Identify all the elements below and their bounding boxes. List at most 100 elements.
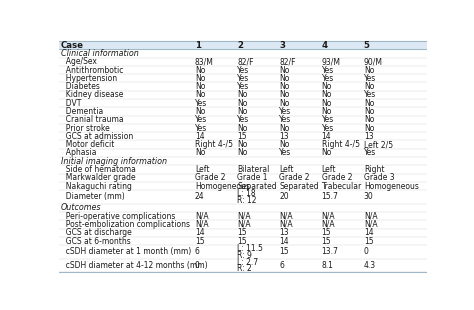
Bar	[59, 49, 427, 58]
Bar	[59, 182, 427, 190]
Text: No: No	[195, 107, 205, 116]
Text: No: No	[195, 65, 205, 74]
Text: Motor deficit: Motor deficit	[61, 140, 114, 149]
Text: Grade 2: Grade 2	[195, 173, 225, 182]
Text: Antithrombotic: Antithrombotic	[61, 65, 123, 74]
Text: R: 2: R: 2	[237, 264, 252, 273]
Text: Yes: Yes	[364, 91, 376, 100]
Text: No: No	[279, 91, 290, 100]
Text: No: No	[237, 107, 247, 116]
Text: 1: 1	[195, 41, 201, 50]
Text: No: No	[195, 82, 205, 91]
Bar	[59, 66, 427, 74]
Text: GCS at admission: GCS at admission	[61, 132, 133, 141]
Text: No: No	[279, 65, 290, 74]
Bar	[59, 204, 427, 212]
Text: No: No	[364, 99, 374, 108]
Text: Peri-operative complications: Peri-operative complications	[61, 212, 175, 221]
Text: Hypertension: Hypertension	[61, 74, 117, 83]
Bar	[59, 82, 427, 91]
Text: Yes: Yes	[237, 65, 249, 74]
Text: Yes: Yes	[237, 115, 249, 124]
Text: Homogeneous: Homogeneous	[364, 182, 419, 191]
Text: Yes: Yes	[321, 124, 334, 133]
Text: Yes: Yes	[321, 65, 334, 74]
Bar	[59, 212, 427, 220]
Text: N/A: N/A	[364, 212, 377, 221]
Text: N/A: N/A	[195, 212, 209, 221]
Text: 3: 3	[279, 41, 285, 50]
Text: Markwalder grade: Markwalder grade	[61, 173, 136, 182]
Text: Trabecular: Trabecular	[321, 182, 362, 191]
Text: No: No	[237, 124, 247, 133]
Text: Yes: Yes	[279, 107, 292, 116]
Text: Side of hematoma: Side of hematoma	[61, 165, 136, 174]
Text: No: No	[279, 74, 290, 83]
Text: 8.1: 8.1	[321, 261, 333, 270]
Text: No: No	[195, 74, 205, 83]
Bar	[59, 228, 427, 237]
Bar	[59, 124, 427, 132]
Bar	[59, 74, 427, 82]
Text: Cranial trauma: Cranial trauma	[61, 115, 123, 124]
Text: cSDH diameter at 4-12 months (mm): cSDH diameter at 4-12 months (mm)	[61, 261, 207, 270]
Text: N/A: N/A	[321, 220, 335, 229]
Text: 15: 15	[321, 237, 331, 246]
Text: 14: 14	[279, 237, 289, 246]
Text: Yes: Yes	[195, 99, 207, 108]
Text: 6: 6	[195, 247, 200, 256]
Text: No: No	[279, 99, 290, 108]
Text: Clinical information: Clinical information	[61, 49, 138, 58]
Text: 14: 14	[195, 228, 204, 237]
Text: 2: 2	[237, 41, 243, 50]
Text: Yes: Yes	[364, 74, 376, 83]
Text: Right: Right	[364, 165, 384, 174]
Text: Kidney disease: Kidney disease	[61, 91, 123, 100]
Text: GCS at discharge: GCS at discharge	[61, 228, 131, 237]
Bar	[59, 140, 427, 149]
Text: No: No	[321, 148, 332, 157]
Text: 15: 15	[321, 228, 331, 237]
Text: Outcomes: Outcomes	[61, 203, 101, 212]
Bar	[59, 190, 427, 204]
Text: 15.7: 15.7	[321, 193, 338, 202]
Text: Yes: Yes	[279, 115, 292, 124]
Text: 24: 24	[195, 193, 204, 202]
Text: GCS at 6-months: GCS at 6-months	[61, 237, 130, 246]
Text: 14: 14	[364, 228, 374, 237]
Bar	[59, 132, 427, 140]
Text: No: No	[321, 82, 332, 91]
Bar	[59, 107, 427, 116]
Text: L: 11.5: L: 11.5	[237, 244, 263, 253]
Text: 83/M: 83/M	[195, 57, 214, 66]
Text: No: No	[237, 99, 247, 108]
Text: 13.7: 13.7	[321, 247, 338, 256]
Text: Grade 2: Grade 2	[321, 173, 352, 182]
Text: 6: 6	[279, 261, 284, 270]
Bar	[59, 245, 427, 259]
Text: 15: 15	[364, 237, 374, 246]
Text: No: No	[279, 140, 290, 149]
Text: Yes: Yes	[195, 124, 207, 133]
Text: 0: 0	[195, 261, 200, 270]
Text: No: No	[321, 91, 332, 100]
Text: No: No	[237, 91, 247, 100]
Text: L: 2.7: L: 2.7	[237, 258, 258, 267]
Text: Prior stroke: Prior stroke	[61, 124, 109, 133]
Text: Right 4-/5: Right 4-/5	[195, 140, 233, 149]
Text: Age/Sex: Age/Sex	[61, 57, 97, 66]
Bar	[59, 259, 427, 272]
Text: 90/M: 90/M	[364, 57, 383, 66]
Text: Case: Case	[61, 41, 84, 50]
Text: Left: Left	[321, 165, 336, 174]
Text: 15: 15	[237, 132, 246, 141]
Text: cSDH diameter at 1 month (mm): cSDH diameter at 1 month (mm)	[61, 247, 191, 256]
Text: No: No	[364, 82, 374, 91]
Bar	[59, 99, 427, 107]
Text: No: No	[364, 65, 374, 74]
Text: Separated: Separated	[279, 182, 319, 191]
Bar	[59, 165, 427, 174]
Text: Diameter (mm): Diameter (mm)	[61, 193, 125, 202]
Bar	[59, 58, 427, 66]
Text: Initial imaging information: Initial imaging information	[61, 157, 167, 166]
